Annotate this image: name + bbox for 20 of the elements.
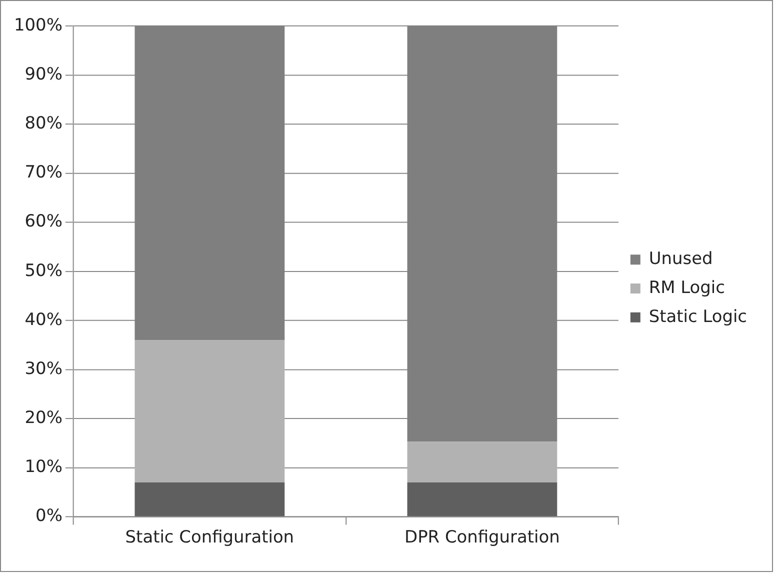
bar: [134, 482, 285, 516]
y-tick-label: 0%: [36, 505, 62, 526]
x-tick-label: DPR Configuration: [404, 526, 560, 546]
y-tick-label: 50%: [24, 260, 62, 280]
y-tick-label: 100%: [14, 14, 62, 34]
y-tick-label: 30%: [24, 358, 62, 378]
y-tick-label: 10%: [24, 456, 62, 476]
y-tick-label: 70%: [24, 162, 62, 182]
legend-label: RM Logic: [648, 276, 725, 297]
y-tick-label: 20%: [24, 407, 62, 428]
legend-label: Static Logic: [648, 306, 748, 326]
y-tick-label: 60%: [24, 210, 62, 231]
bar: [407, 442, 558, 482]
legend-label: Unused: [648, 248, 713, 268]
y-tick-label: 40%: [24, 308, 62, 329]
y-tick-label: 90%: [24, 63, 62, 84]
y-tick-label: 80%: [24, 112, 62, 132]
bar: [407, 482, 558, 516]
x-tick-label: Static Configuration: [125, 526, 294, 546]
bar: [134, 340, 285, 482]
